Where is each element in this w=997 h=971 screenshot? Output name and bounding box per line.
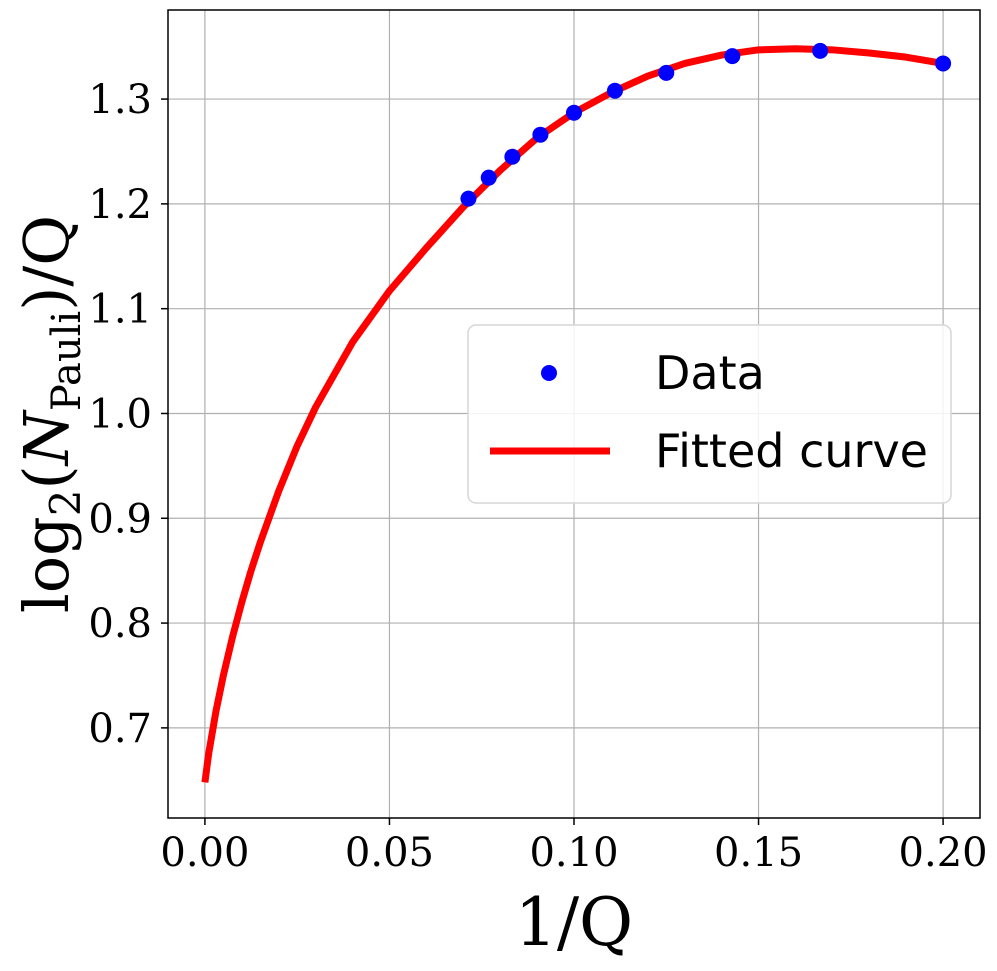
data-point xyxy=(566,104,582,121)
data-point xyxy=(504,148,521,165)
y-axis-title-close: )/Q xyxy=(10,215,83,311)
legend-label-fitted-curve: Fitted curve xyxy=(655,424,928,478)
y-tick-label: 1.0 xyxy=(88,391,152,437)
data-point xyxy=(724,48,741,65)
ticks: 0.00 0.05 0.10 0.15 0.20 0.7 0.8 0.9 1.0 1.1 1.2 1.… xyxy=(88,77,987,876)
y-axis-title-log: log xyxy=(10,516,83,613)
y-tick-label: 1.2 xyxy=(88,182,152,228)
legend-frame xyxy=(467,324,952,504)
y-axis-title-open: ( xyxy=(10,465,83,489)
grid xyxy=(168,10,980,818)
y-axis-title: log2(NPauli)/Q xyxy=(10,215,90,613)
fitted-curve-line xyxy=(201,45,944,783)
data-point xyxy=(460,190,477,207)
data-point xyxy=(935,55,952,72)
y-axis-title-variable: N xyxy=(10,408,83,467)
data-point xyxy=(658,64,675,81)
y-axis-title-subscript: Pauli xyxy=(44,311,90,411)
x-tick-label: 0.10 xyxy=(529,830,618,876)
y-tick-label: 0.8 xyxy=(88,601,152,647)
y-tick-label: 1.3 xyxy=(88,77,152,123)
legend-label-data: Data xyxy=(655,346,765,400)
series-layer xyxy=(201,42,952,783)
data-point xyxy=(480,169,497,186)
y-tick-label: 1.1 xyxy=(88,287,152,333)
x-tick-label: 0.00 xyxy=(160,830,249,876)
data-point xyxy=(606,82,623,99)
y-tick-label: 0.9 xyxy=(88,496,152,542)
legend-marker-data xyxy=(541,365,557,381)
y-tick-label: 0.7 xyxy=(88,706,152,752)
y-axis-title-log-base: 2 xyxy=(41,490,90,517)
legend: Data Fitted curve xyxy=(467,324,952,504)
x-axis-title: 1/Q xyxy=(515,884,633,961)
x-tick-label: 0.15 xyxy=(714,830,803,876)
data-point xyxy=(812,42,829,59)
x-tick-label: 0.05 xyxy=(345,830,434,876)
x-tick-label: 0.20 xyxy=(899,830,988,876)
data-point xyxy=(532,126,549,143)
